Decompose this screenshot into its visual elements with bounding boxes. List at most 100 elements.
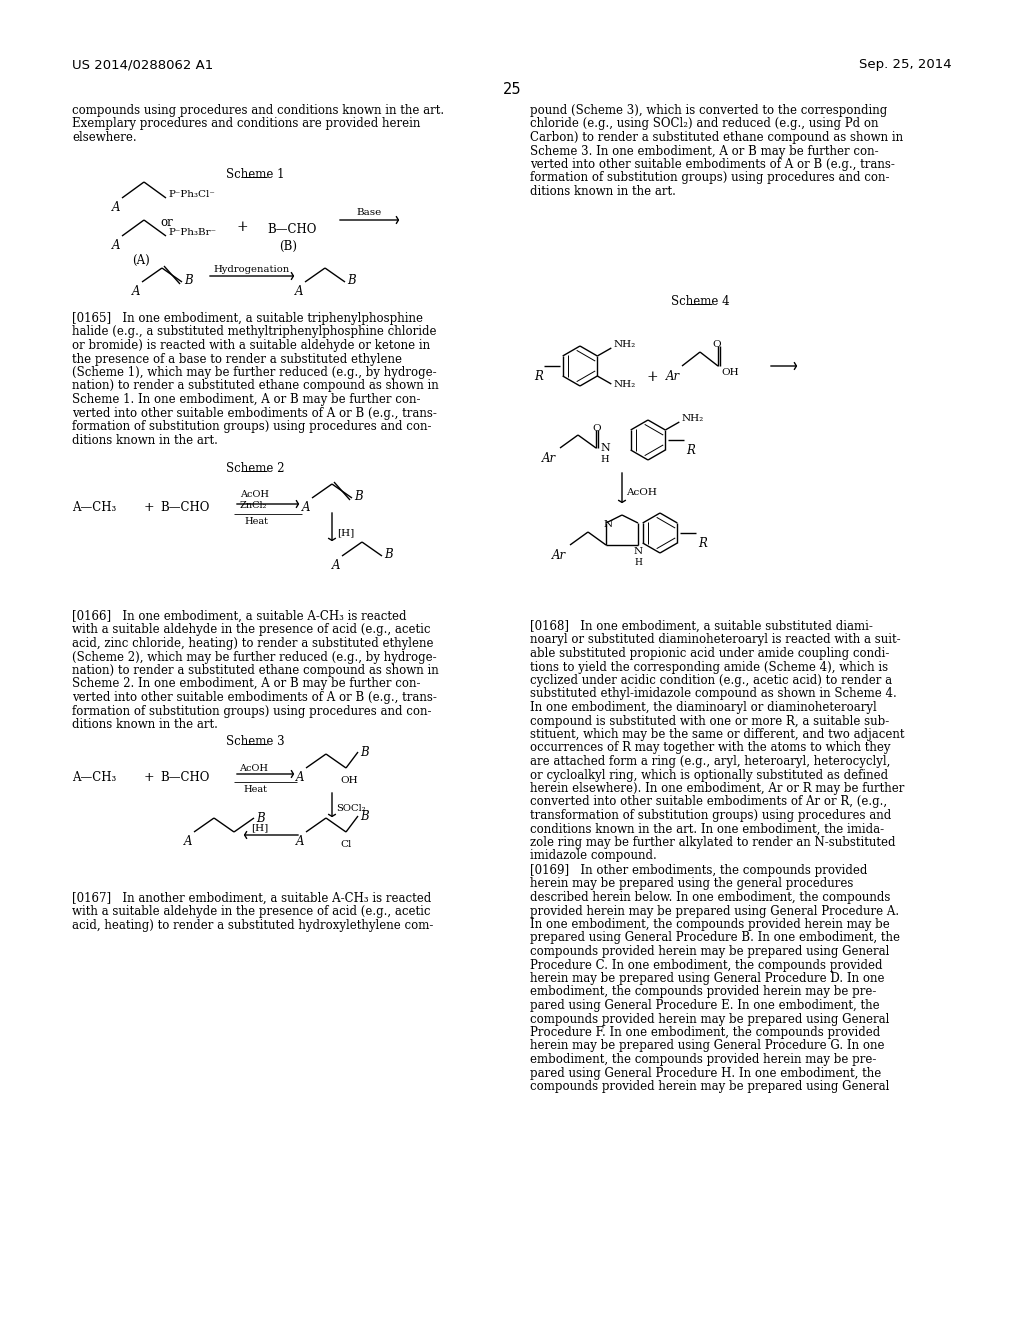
Text: pared using General Procedure E. In one embodiment, the: pared using General Procedure E. In one … — [530, 999, 880, 1012]
Text: [0166]   In one embodiment, a suitable A-CH₃ is reacted: [0166] In one embodiment, a suitable A-C… — [72, 610, 407, 623]
Text: compounds provided herein may be prepared using General: compounds provided herein may be prepare… — [530, 1012, 890, 1026]
Text: pound (Scheme 3), which is converted to the corresponding: pound (Scheme 3), which is converted to … — [530, 104, 887, 117]
Text: or bromide) is reacted with a suitable aldehyde or ketone in: or bromide) is reacted with a suitable a… — [72, 339, 430, 352]
Text: +: + — [646, 370, 657, 384]
Text: B: B — [347, 275, 355, 286]
Text: with a suitable aldehyde in the presence of acid (e.g., acetic: with a suitable aldehyde in the presence… — [72, 906, 430, 919]
Text: Scheme 2: Scheme 2 — [225, 462, 285, 475]
Text: [H]: [H] — [251, 822, 268, 832]
Text: AcOH: AcOH — [626, 488, 656, 498]
Text: B: B — [384, 548, 392, 561]
Text: Scheme 2. In one embodiment, A or B may be further con-: Scheme 2. In one embodiment, A or B may … — [72, 677, 421, 690]
Text: substituted ethyl-imidazole compound as shown in Scheme 4.: substituted ethyl-imidazole compound as … — [530, 688, 897, 701]
Text: herein may be prepared using General Procedure D. In one: herein may be prepared using General Pro… — [530, 972, 885, 985]
Text: (A): (A) — [132, 253, 150, 267]
Text: H: H — [600, 455, 608, 465]
Text: [H]: [H] — [337, 528, 354, 537]
Text: herein may be prepared using the general procedures: herein may be prepared using the general… — [530, 878, 853, 891]
Text: A: A — [184, 836, 193, 847]
Text: pared using General Procedure H. In one embodiment, the: pared using General Procedure H. In one … — [530, 1067, 882, 1080]
Text: prepared using General Procedure B. In one embodiment, the: prepared using General Procedure B. In o… — [530, 932, 900, 945]
Text: Procedure F. In one embodiment, the compounds provided: Procedure F. In one embodiment, the comp… — [530, 1026, 881, 1039]
Text: compound is substituted with one or more R, a suitable sub-: compound is substituted with one or more… — [530, 714, 889, 727]
Text: or cycloalkyl ring, which is optionally substituted as defined: or cycloalkyl ring, which is optionally … — [530, 768, 888, 781]
Text: Scheme 1. In one embodiment, A or B may be further con-: Scheme 1. In one embodiment, A or B may … — [72, 393, 421, 407]
Text: NH₂: NH₂ — [613, 380, 636, 389]
Text: verted into other suitable embodiments of A or B (e.g., trans-: verted into other suitable embodiments o… — [530, 158, 895, 172]
Text: with a suitable aldehyde in the presence of acid (e.g., acetic: with a suitable aldehyde in the presence… — [72, 623, 430, 636]
Text: tions to yield the corresponding amide (Scheme 4), which is: tions to yield the corresponding amide (… — [530, 660, 888, 673]
Text: Base: Base — [356, 209, 382, 216]
Text: ditions known in the art.: ditions known in the art. — [72, 718, 218, 731]
Text: elsewhere.: elsewhere. — [72, 131, 136, 144]
Text: A: A — [296, 771, 304, 784]
Text: A—CH₃: A—CH₃ — [72, 502, 117, 513]
Text: embodiment, the compounds provided herein may be pre-: embodiment, the compounds provided herei… — [530, 986, 877, 998]
Text: nation) to render a substituted ethane compound as shown in: nation) to render a substituted ethane c… — [72, 380, 438, 392]
Text: [0165]   In one embodiment, a suitable triphenylphosphine: [0165] In one embodiment, a suitable tri… — [72, 312, 423, 325]
Text: converted into other suitable embodiments of Ar or R, (e.g.,: converted into other suitable embodiment… — [530, 796, 887, 808]
Text: ZnCl₂: ZnCl₂ — [240, 502, 267, 510]
Text: Sep. 25, 2014: Sep. 25, 2014 — [859, 58, 952, 71]
Text: Ar: Ar — [666, 370, 680, 383]
Text: verted into other suitable embodiments of A or B (e.g., trans-: verted into other suitable embodiments o… — [72, 407, 437, 420]
Text: O: O — [712, 341, 721, 348]
Text: formation of substitution groups) using procedures and con-: formation of substitution groups) using … — [72, 420, 431, 433]
Text: In one embodiment, the diaminoaryl or diaminoheteroaryl: In one embodiment, the diaminoaryl or di… — [530, 701, 877, 714]
Text: H: H — [634, 558, 642, 568]
Text: ditions known in the art.: ditions known in the art. — [530, 185, 676, 198]
Text: N: N — [600, 444, 609, 453]
Text: imidazole compound.: imidazole compound. — [530, 850, 656, 862]
Text: Procedure C. In one embodiment, the compounds provided: Procedure C. In one embodiment, the comp… — [530, 958, 883, 972]
Text: A—CH₃: A—CH₃ — [72, 771, 117, 784]
Text: B—CHO: B—CHO — [160, 771, 209, 784]
Text: NH₂: NH₂ — [681, 414, 703, 422]
Text: embodiment, the compounds provided herein may be pre-: embodiment, the compounds provided herei… — [530, 1053, 877, 1067]
Text: the presence of a base to render a substituted ethylene: the presence of a base to render a subst… — [72, 352, 402, 366]
Text: herein elsewhere). In one embodiment, Ar or R may be further: herein elsewhere). In one embodiment, Ar… — [530, 781, 904, 795]
Text: R: R — [698, 537, 707, 550]
Text: are attached form a ring (e.g., aryl, heteroaryl, heterocyclyl,: are attached form a ring (e.g., aryl, he… — [530, 755, 891, 768]
Text: Heat: Heat — [244, 517, 268, 525]
Text: Cl: Cl — [340, 840, 351, 849]
Text: chloride (e.g., using SOCl₂) and reduced (e.g., using Pd on: chloride (e.g., using SOCl₂) and reduced… — [530, 117, 879, 131]
Text: able substituted propionic acid under amide coupling condi-: able substituted propionic acid under am… — [530, 647, 890, 660]
Text: R: R — [534, 370, 543, 383]
Text: N: N — [634, 546, 643, 556]
Text: +: + — [237, 220, 249, 234]
Text: formation of substitution groups) using procedures and con-: formation of substitution groups) using … — [530, 172, 890, 185]
Text: SOCl₂: SOCl₂ — [336, 804, 366, 813]
Text: +: + — [140, 502, 159, 513]
Text: P⁻Ph₃Br⁻: P⁻Ph₃Br⁻ — [168, 228, 216, 238]
Text: OH: OH — [721, 368, 738, 378]
Text: NH₂: NH₂ — [613, 341, 636, 348]
Text: acid, heating) to render a substituted hydroxylethylene com-: acid, heating) to render a substituted h… — [72, 919, 433, 932]
Text: N: N — [604, 520, 613, 529]
Text: formation of substitution groups) using procedures and con-: formation of substitution groups) using … — [72, 705, 431, 718]
Text: (B): (B) — [279, 240, 297, 253]
Text: A: A — [302, 502, 310, 513]
Text: [0169]   In other embodiments, the compounds provided: [0169] In other embodiments, the compoun… — [530, 865, 867, 876]
Text: B: B — [354, 490, 362, 503]
Text: A: A — [112, 201, 121, 214]
Text: halide (e.g., a substituted methyltriphenylphosphine chloride: halide (e.g., a substituted methyltriphe… — [72, 326, 436, 338]
Text: verted into other suitable embodiments of A or B (e.g., trans-: verted into other suitable embodiments o… — [72, 690, 437, 704]
Text: Scheme 1: Scheme 1 — [225, 168, 285, 181]
Text: B: B — [256, 812, 264, 825]
Text: occurrences of R may together with the atoms to which they: occurrences of R may together with the a… — [530, 742, 891, 755]
Text: (Scheme 1), which may be further reduced (e.g., by hydroge-: (Scheme 1), which may be further reduced… — [72, 366, 436, 379]
Text: B: B — [184, 275, 193, 286]
Text: Exemplary procedures and conditions are provided herein: Exemplary procedures and conditions are … — [72, 117, 421, 131]
Text: AcOH: AcOH — [240, 490, 269, 499]
Text: A: A — [112, 239, 121, 252]
Text: Scheme 4: Scheme 4 — [671, 294, 729, 308]
Text: A: A — [295, 285, 303, 298]
Text: [0167]   In another embodiment, a suitable A-CH₃ is reacted: [0167] In another embodiment, a suitable… — [72, 892, 431, 906]
Text: OH: OH — [340, 776, 357, 785]
Text: US 2014/0288062 A1: US 2014/0288062 A1 — [72, 58, 213, 71]
Text: B—CHO: B—CHO — [160, 502, 209, 513]
Text: compounds provided herein may be prepared using General: compounds provided herein may be prepare… — [530, 945, 890, 958]
Text: noaryl or substituted diaminoheteroaryl is reacted with a suit-: noaryl or substituted diaminoheteroaryl … — [530, 634, 901, 647]
Text: P⁻Ph₃Cl⁻: P⁻Ph₃Cl⁻ — [168, 190, 215, 199]
Text: A: A — [296, 836, 304, 847]
